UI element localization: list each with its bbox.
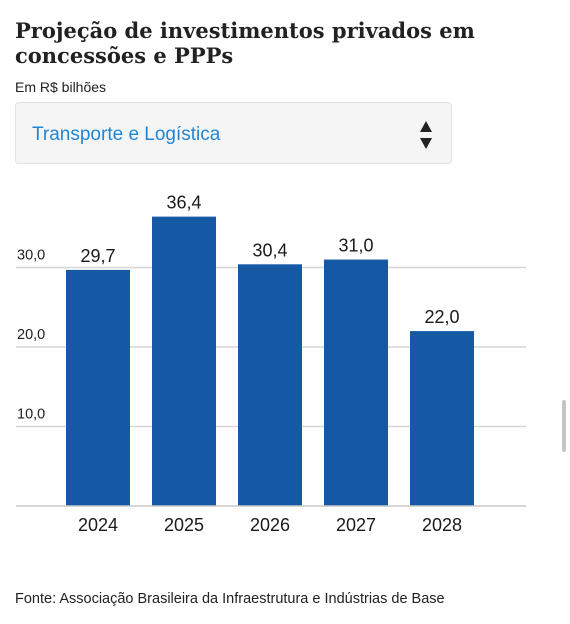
data-label: 31,0 <box>338 236 373 256</box>
up-down-arrows-icon <box>420 121 432 149</box>
chart-title: Projeção de investimentos privados em co… <box>15 18 475 68</box>
data-label: 29,7 <box>80 246 115 266</box>
bar <box>324 259 388 506</box>
y-tick-label: 30,0 <box>17 248 45 264</box>
sector-select[interactable]: Transporte e Logística <box>15 102 452 164</box>
x-tick-label: 2024 <box>78 515 118 535</box>
data-label: 22,0 <box>424 307 459 327</box>
x-tick-label: 2026 <box>250 515 290 535</box>
y-tick-label: 20,0 <box>17 327 45 343</box>
source-note: Fonte: Associação Brasileira da Infraest… <box>15 591 445 607</box>
bar <box>152 216 216 506</box>
y-tick-label: 10,0 <box>17 407 45 423</box>
x-tick-label: 2025 <box>164 515 204 535</box>
bar <box>410 331 474 506</box>
scrollbar[interactable] <box>562 400 566 452</box>
bar-chart: 10,0 20,0 30,0 29,7 2024 36,4 2025 30,4 2026 31,0… <box>16 193 526 535</box>
sector-select-value: Transporte e Logística <box>32 124 221 145</box>
bar <box>238 264 302 506</box>
x-tick-label: 2028 <box>422 515 462 535</box>
x-tick-label: 2027 <box>336 515 376 535</box>
data-label: 30,4 <box>252 240 287 260</box>
data-label: 36,4 <box>166 193 201 213</box>
bar <box>66 269 130 506</box>
unit-label: Em R$ bilhões <box>15 79 107 95</box>
